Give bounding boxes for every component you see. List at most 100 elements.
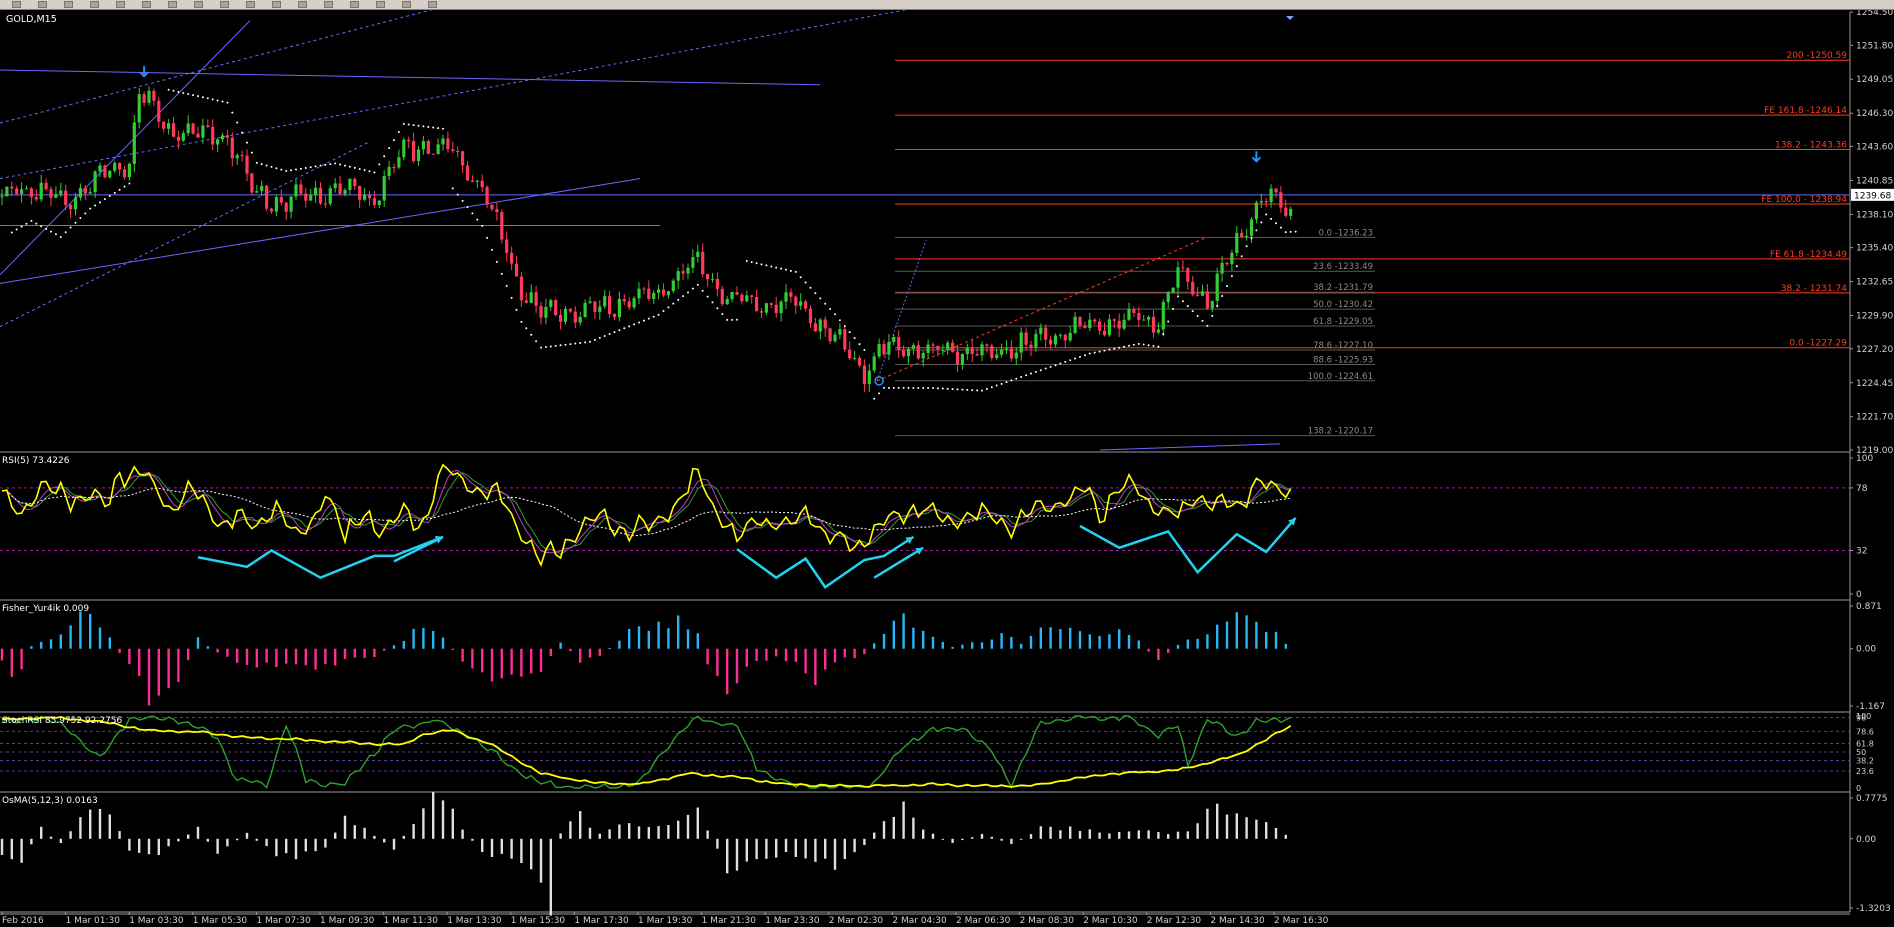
sar-dot [907,386,910,389]
sar-dot [809,286,812,289]
osma-bar [265,838,268,847]
fisher-bar [20,648,23,670]
fisher-bar [1059,629,1062,649]
fisher-bar [677,615,680,649]
cursor-icon[interactable] [376,1,385,8]
autotrading-icon[interactable] [168,1,177,8]
x-tick-label: 2 Mar 04:30 [892,916,947,926]
sar-dot [334,162,337,165]
fisher-bar [775,648,778,657]
sar-dot [780,267,783,270]
fisher-bar [667,628,670,649]
sar-dot [1250,237,1253,240]
candle-body [103,165,107,178]
osma-bar [108,814,111,839]
fisher-bar [1039,627,1042,649]
sar-dot [280,168,283,171]
osma-bar [245,832,249,839]
sar-dot [731,318,734,321]
candle-body [225,135,229,138]
osma-bar [196,826,200,839]
sar-dot [250,151,253,154]
osma-bar [990,836,993,839]
sar-dot [40,225,43,228]
candle-body [544,306,548,318]
sar-dot [721,313,724,316]
chart-area[interactable]: 200 -1250.59 FE 161.8 -1246.14 138.2 - 124… [0,10,1894,927]
sar-dot [1044,367,1047,370]
sar-dot [834,313,836,316]
template-icon[interactable] [428,1,437,8]
price-panel[interactable]: 200 -1250.59 FE 161.8 -1246.14 138.2 - 124… [0,10,1894,451]
fisher-bar [383,648,386,651]
crosshair-icon[interactable] [324,1,333,8]
candle-body [59,190,63,195]
sar-dot [1226,285,1228,288]
candle-body [10,186,14,189]
candle-body [500,212,504,240]
osma-bar [1167,834,1170,839]
candle-body [1053,335,1058,345]
candle-body [1142,319,1146,321]
navigator-icon[interactable] [90,1,99,8]
candle-body [49,189,53,198]
candle-body [456,150,460,152]
candle-body [113,162,117,171]
osma-bar [657,826,660,839]
candle-body [250,173,254,193]
x-tick-label: 1 Mar 03:30 [129,916,184,926]
fib-level-label: 138.2 - 1243.36 [1775,140,1847,150]
sar-dot [383,155,386,158]
zoom-in-icon[interactable] [246,1,255,8]
tester-icon[interactable] [142,1,151,8]
fib-retrace-label: 0.0 -1236.23 [1319,228,1373,238]
sar-dot [20,225,23,228]
line-icon[interactable] [350,1,359,8]
candle-body [529,292,533,303]
osma-bar [226,838,229,847]
candle-body [24,188,29,190]
sar-dot [794,270,797,273]
sar-dot [388,147,391,150]
stochrsi-panel[interactable]: StochRSI 85.9752 92.2756 [0,715,1850,789]
candle-body [774,304,778,314]
current-price-tag [1851,188,1894,201]
candle-body [1235,232,1239,253]
new-chart-icon[interactable] [12,1,21,8]
sar-dot [113,191,116,194]
sar-dot [647,317,650,320]
tile-icon[interactable] [298,1,307,8]
period-icon[interactable] [402,1,411,8]
candle-body [230,137,234,159]
market-watch-icon[interactable] [64,1,73,8]
osma-bar [833,838,837,870]
candle-body [451,149,455,151]
zoom-out-icon[interactable] [272,1,281,8]
sar-dot [211,98,214,101]
candle-body [882,344,886,355]
fisher-bar [1255,621,1258,649]
candle-body [1117,320,1121,329]
candle-body [1289,209,1293,216]
history-center-icon[interactable] [220,1,229,8]
candle-body [735,291,739,295]
sar-dot [897,386,900,389]
y-tick-label: 1249.05 [1856,75,1893,85]
profiles-icon[interactable] [38,1,47,8]
sar-dot [951,388,954,391]
candle-body [789,292,793,297]
terminal-icon[interactable] [116,1,125,8]
sar-dot [255,161,258,164]
candle-body [970,347,974,355]
osma-panel[interactable]: OsMA(5,12,3) 0.0163 [0,792,1287,916]
y-tick-label: 0.871 [1856,602,1882,612]
osma-bar [1078,830,1082,839]
new-order-icon[interactable] [194,1,203,8]
sar-dot [892,386,895,389]
rsi-panel[interactable]: RSI(5) 73.4226 [0,456,1850,589]
fisher-panel[interactable]: Fisher_Yur4ik 0.009 [0,604,1287,706]
sar-dot [64,231,67,234]
osma-bar [784,838,788,853]
sar-dot [1206,324,1209,327]
candle-body [593,301,597,312]
